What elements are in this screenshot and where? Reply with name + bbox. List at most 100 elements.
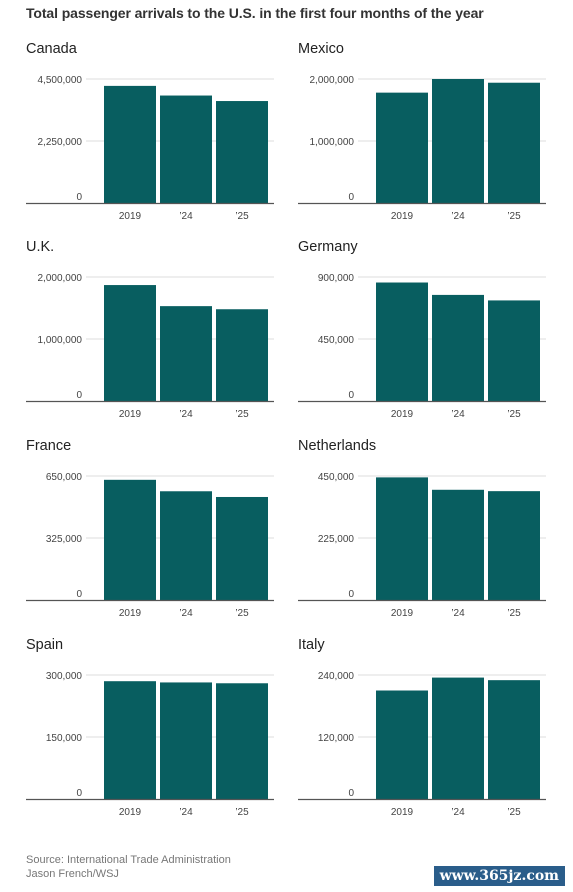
- y-tick-label: 0: [348, 390, 354, 401]
- x-tick-label: 2019: [119, 807, 142, 818]
- chart-panel-italy: Italy 0 120,000 240,000 2019 ’24 ’25: [298, 637, 548, 822]
- bar-chart: 0 150,000 300,000 2019 ’24 ’25: [26, 671, 274, 818]
- y-tick-label: 120,000: [318, 733, 355, 744]
- bar-2019: [104, 681, 156, 799]
- bar-2019: [104, 479, 156, 600]
- x-tick-label: ’25: [235, 807, 249, 818]
- chart-panel-germany: Germany 0 450,000 900,000 2019 ’24 ’25: [298, 239, 548, 424]
- bar-24: [160, 491, 212, 600]
- bar-24: [432, 79, 484, 203]
- bar-24: [432, 677, 484, 799]
- y-tick-label: 450,000: [318, 472, 355, 483]
- bar-2019: [376, 690, 428, 799]
- y-tick-label: 0: [76, 788, 82, 799]
- bar-25: [488, 680, 540, 799]
- bar-2019: [104, 285, 156, 401]
- y-tick-label: 900,000: [318, 273, 355, 284]
- bar-chart: 0 225,000 450,000 2019 ’24 ’25: [298, 472, 546, 619]
- y-tick-label: 0: [76, 192, 82, 203]
- y-tick-label: 2,000,000: [38, 273, 83, 284]
- bar-chart: 0 120,000 240,000 2019 ’24 ’25: [298, 671, 546, 818]
- x-tick-label: 2019: [119, 409, 142, 420]
- y-tick-label: 325,000: [46, 534, 83, 545]
- chart-title: Netherlands: [298, 438, 377, 454]
- chart-title: U.K.: [26, 239, 55, 255]
- bar-chart: 0 2,250,000 4,500,000 2019 ’24 ’25: [26, 75, 274, 222]
- x-tick-label: ’25: [235, 409, 249, 420]
- chart-panel-netherlands: Netherlands 0 225,000 450,000 2019 ’24 ’25: [298, 438, 548, 623]
- source-note: Source: International Trade Administrati…: [26, 853, 231, 881]
- chart-title: France: [26, 438, 72, 454]
- chart-title: Canada: [26, 41, 77, 57]
- y-tick-label: 1,000,000: [38, 335, 83, 346]
- x-tick-label: ’24: [451, 807, 465, 818]
- source-line: Source: International Trade Administrati…: [26, 854, 231, 866]
- y-tick-label: 225,000: [318, 534, 355, 545]
- chart-panel-france: France 0 325,000 650,000 2019 ’24 ’25: [26, 438, 276, 623]
- bar-2019: [376, 477, 428, 600]
- bar-chart: 0 1,000,000 2,000,000 2019 ’24 ’25: [298, 75, 546, 222]
- x-tick-label: ’25: [507, 211, 521, 222]
- bar-24: [432, 489, 484, 600]
- chart-panel-canada: Canada 0 2,250,000 4,500,000 2019 ’24 ’25: [26, 41, 276, 226]
- y-tick-label: 0: [348, 788, 354, 799]
- x-tick-label: 2019: [391, 608, 414, 619]
- watermark: www.365jz.com: [433, 866, 565, 886]
- bar-24: [160, 682, 212, 799]
- x-tick-label: ’24: [179, 807, 193, 818]
- x-tick-label: ’24: [179, 608, 193, 619]
- bar-25: [488, 300, 540, 401]
- x-tick-label: ’25: [507, 608, 521, 619]
- y-tick-label: 150,000: [46, 733, 83, 744]
- y-tick-label: 1,000,000: [310, 137, 355, 148]
- page-title: Total passenger arrivals to the U.S. in …: [26, 5, 484, 21]
- x-tick-label: ’24: [451, 211, 465, 222]
- chart-panel-mexico: Mexico 0 1,000,000 2,000,000 2019 ’24 ’25: [298, 41, 548, 226]
- x-tick-label: 2019: [391, 807, 414, 818]
- chart-panel-uk: U.K. 0 1,000,000 2,000,000 2019 ’24 ’25: [26, 239, 276, 424]
- bar-25: [216, 101, 268, 203]
- y-tick-label: 2,250,000: [38, 137, 83, 148]
- chart-title: Mexico: [298, 41, 344, 57]
- x-tick-label: 2019: [119, 608, 142, 619]
- y-tick-label: 2,000,000: [310, 75, 355, 86]
- bar-2019: [104, 85, 156, 203]
- bar-chart: 0 1,000,000 2,000,000 2019 ’24 ’25: [26, 273, 274, 420]
- x-tick-label: 2019: [391, 409, 414, 420]
- y-tick-label: 0: [348, 192, 354, 203]
- x-tick-label: ’25: [235, 608, 249, 619]
- bar-25: [216, 496, 268, 600]
- x-tick-label: ’25: [507, 409, 521, 420]
- bar-24: [160, 306, 212, 401]
- y-tick-label: 650,000: [46, 472, 83, 483]
- bar-chart: 0 450,000 900,000 2019 ’24 ’25: [298, 273, 546, 420]
- bar-2019: [376, 282, 428, 401]
- x-tick-label: ’25: [507, 807, 521, 818]
- bar-chart: 0 325,000 650,000 2019 ’24 ’25: [26, 472, 274, 619]
- y-tick-label: 240,000: [318, 671, 355, 682]
- x-tick-label: ’24: [179, 409, 193, 420]
- chart-title: Italy: [298, 637, 325, 653]
- y-tick-label: 4,500,000: [38, 75, 83, 86]
- x-tick-label: 2019: [119, 211, 142, 222]
- x-tick-label: ’24: [451, 409, 465, 420]
- y-tick-label: 0: [76, 390, 82, 401]
- y-tick-label: 0: [348, 589, 354, 600]
- bar-25: [216, 683, 268, 799]
- bar-25: [488, 82, 540, 203]
- chart-title: Germany: [298, 239, 358, 255]
- bar-25: [216, 309, 268, 401]
- y-tick-label: 300,000: [46, 671, 83, 682]
- bar-2019: [376, 92, 428, 203]
- x-tick-label: ’24: [451, 608, 465, 619]
- x-tick-label: ’24: [179, 211, 193, 222]
- chart-panel-spain: Spain 0 150,000 300,000 2019 ’24 ’25: [26, 637, 276, 822]
- bar-24: [160, 95, 212, 203]
- y-tick-label: 0: [76, 589, 82, 600]
- bar-24: [432, 294, 484, 401]
- chart-title: Spain: [26, 637, 64, 653]
- credit-line: Jason French/WSJ: [26, 868, 119, 880]
- x-tick-label: 2019: [391, 211, 414, 222]
- y-tick-label: 450,000: [318, 335, 355, 346]
- x-tick-label: ’25: [235, 211, 249, 222]
